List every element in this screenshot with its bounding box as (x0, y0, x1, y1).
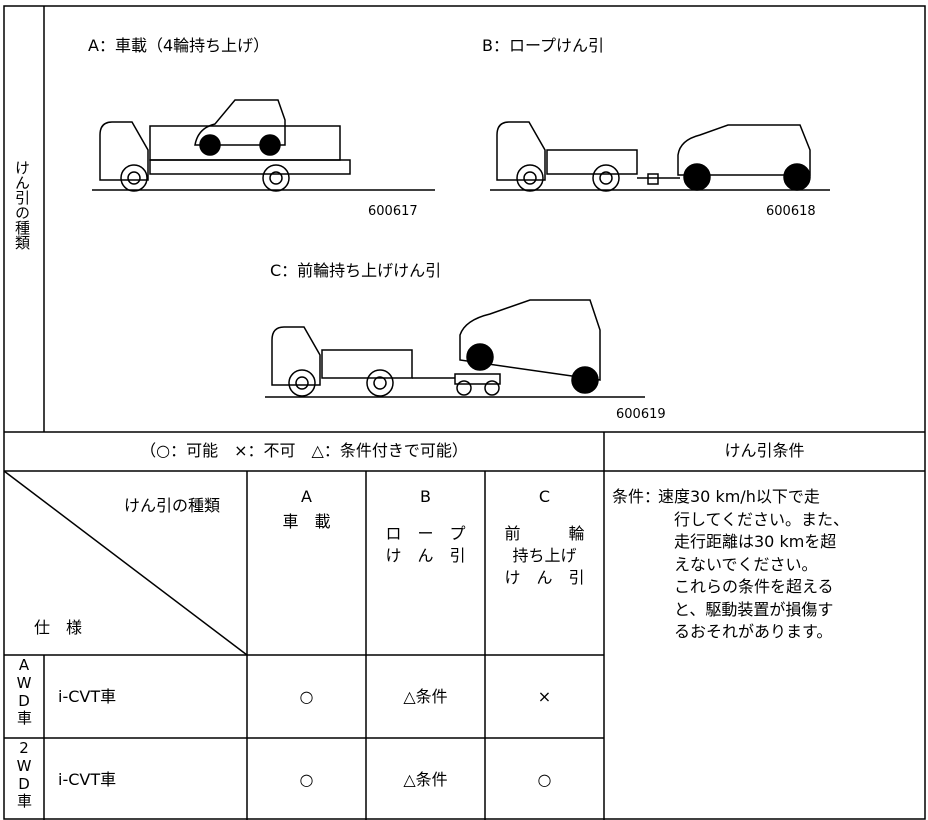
diagonal (3, 470, 248, 656)
condition-header: けん引条件 (724, 441, 805, 460)
column-label: 車 載 (282, 512, 331, 531)
caption: B：ロープけん引 (482, 36, 605, 55)
column-label: け ん 引 (504, 568, 585, 587)
side-label: けん引の種類 (13, 160, 31, 250)
caption: C：前輪持ち上げけん引 (270, 261, 442, 280)
column-label: 前 輪 (504, 524, 585, 543)
illustration-c (265, 299, 645, 398)
caption: A：車載（4輪持ち上げ） (88, 36, 270, 55)
illustration-b (490, 121, 830, 192)
cell: ○ (299, 686, 314, 706)
figure-code: 600617 (368, 204, 418, 219)
illustration-a (92, 99, 435, 192)
row-group: 2WD車 (15, 739, 33, 808)
legend: （○：可能 ×：不可 △：条件付きで可能） (140, 441, 468, 460)
condition-line: 走行距離は30 kmを超 (674, 532, 837, 551)
column-letter: B (420, 487, 431, 506)
figure-code: 600619 (616, 407, 666, 422)
column-letter: A (301, 487, 312, 506)
condition-line: 速度30 km/h以下で走 (658, 487, 820, 506)
cell: △条件 (403, 769, 448, 789)
condition-line: 行してください。また、 (674, 509, 850, 529)
row-spec: i-CVT車 (58, 686, 117, 706)
corner-bottom: 仕 様 (34, 618, 83, 637)
cell: × (537, 686, 552, 706)
cell: ○ (299, 769, 314, 789)
condition-line: えないでください。 (674, 554, 818, 574)
condition-line: るおそれがあります。 (674, 622, 833, 641)
condition-line: これらの条件を超える (674, 577, 834, 596)
column-label: 持ち上げ (512, 546, 577, 565)
corner-top: けん引の種類 (124, 496, 221, 515)
condition-label: 条件： (612, 487, 661, 506)
outer-border (3, 5, 926, 820)
cell: △条件 (403, 686, 448, 706)
row-spec: i-CVT車 (58, 769, 117, 789)
row-group: AWD車 (15, 656, 33, 725)
figure-code: 600618 (766, 204, 816, 219)
condition-line: と、駆動装置が損傷す (674, 599, 834, 619)
column-letter: C (538, 487, 551, 506)
column-label: け ん 引 (385, 546, 466, 565)
cell: ○ (537, 769, 552, 789)
column-label: ロ ー プ (385, 524, 466, 543)
